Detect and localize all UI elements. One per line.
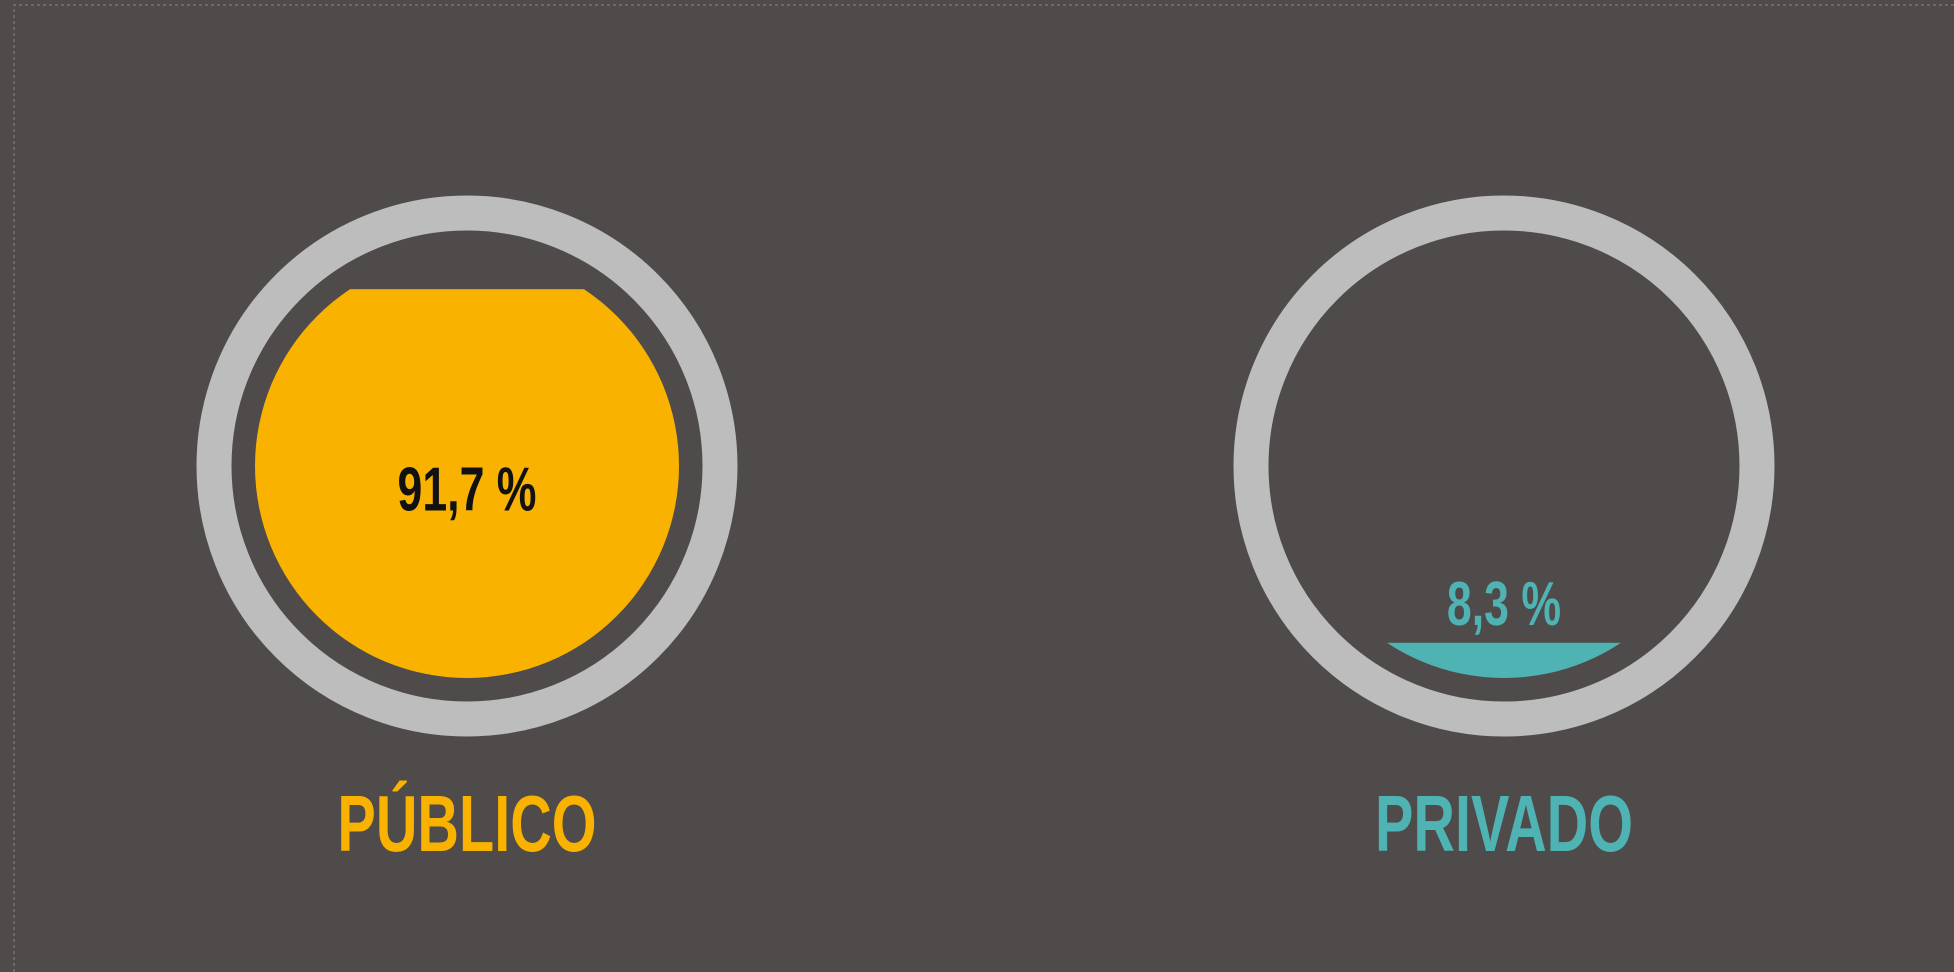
value-label: 91,7 %	[398, 455, 537, 524]
category-label: PÚBLICO	[337, 779, 596, 869]
category-label: PRIVADO	[1375, 779, 1633, 869]
value-label: 8,3 %	[1447, 570, 1561, 639]
ring	[196, 195, 738, 737]
ring	[1233, 195, 1775, 737]
frame	[13, 4, 1954, 972]
fill-level	[255, 289, 679, 678]
